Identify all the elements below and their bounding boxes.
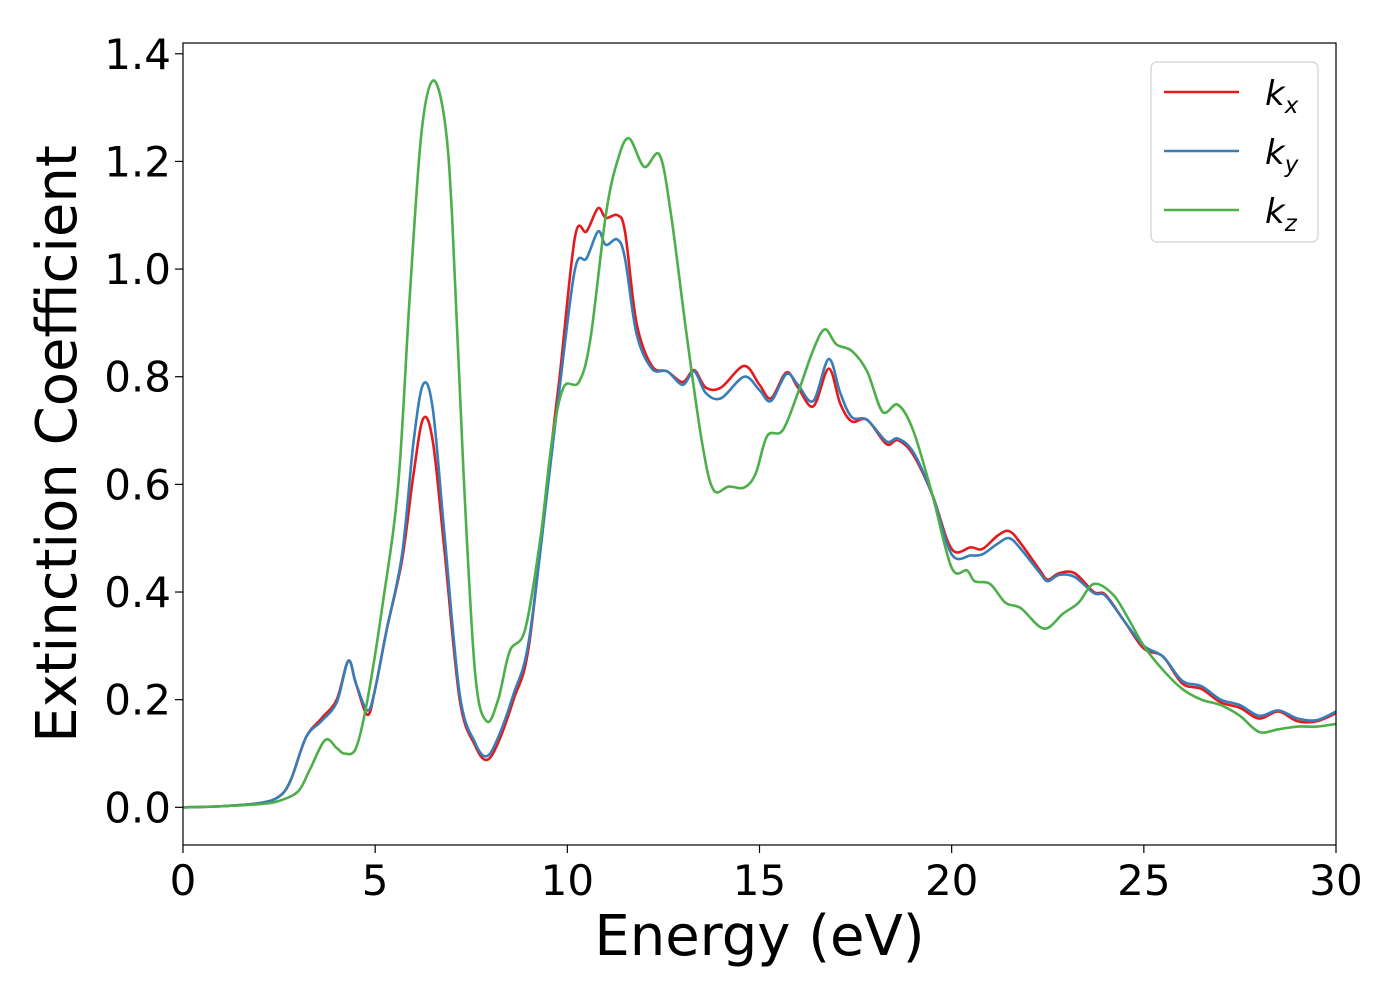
y-tick-label: 0.8 xyxy=(104,353,171,402)
series-line-k-y xyxy=(183,229,1336,809)
x-tick-label: 0 xyxy=(170,856,197,905)
x-ticks: 0 5 10 15 20 25 30 xyxy=(170,845,1363,905)
y-tick-label: 1.0 xyxy=(104,245,171,294)
x-tick-label: 25 xyxy=(1117,856,1170,905)
x-axis-label: Energy (eV) xyxy=(594,904,924,969)
x-tick-label: 30 xyxy=(1309,856,1362,905)
y-tick-label: 1.4 xyxy=(104,30,171,79)
x-tick-label: 10 xyxy=(541,856,594,905)
y-tick-label: 0.4 xyxy=(104,568,171,617)
legend-item-k-x: kx xyxy=(1164,74,1299,119)
y-axis-label: Extinction Coefficient xyxy=(25,145,90,743)
y-ticks: 0.0 0.2 0.4 0.6 0.8 1.0 1.2 1.4 xyxy=(104,30,183,832)
series-line-k-z xyxy=(183,79,1336,809)
x-tick-label: 15 xyxy=(733,856,786,905)
x-tick-label: 5 xyxy=(362,856,389,905)
series-line-k-x xyxy=(183,206,1336,809)
y-tick-label: 0.0 xyxy=(104,783,171,832)
y-tick-label: 0.6 xyxy=(104,460,171,509)
y-tick-label: 0.2 xyxy=(104,676,171,725)
x-tick-label: 20 xyxy=(925,856,978,905)
series-layer xyxy=(183,79,1336,809)
y-tick-label: 1.2 xyxy=(104,137,171,186)
